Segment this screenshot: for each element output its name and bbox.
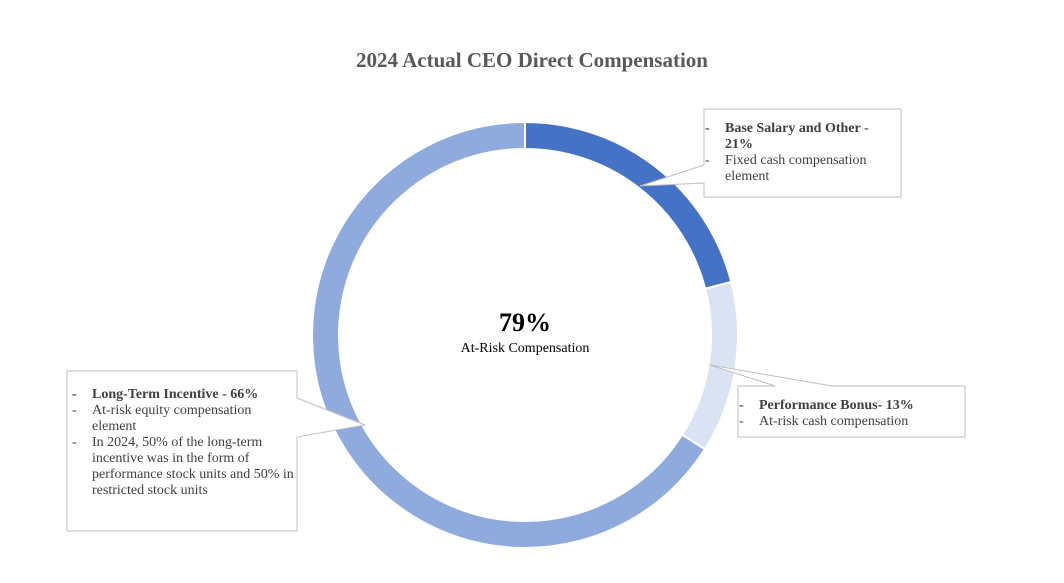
callout-performance-bonus-title: Performance Bonus- 13% bbox=[739, 398, 959, 414]
slice-performance-bonus bbox=[680, 280, 739, 451]
slice-long-term-incentive bbox=[311, 120, 707, 549]
chart-title: 2024 Actual CEO Direct Compensation bbox=[356, 48, 708, 72]
callout-base-salary-desc: Fixed cash compensation element bbox=[705, 153, 890, 185]
callout-base-salary-title: Base Salary and Other - 21% bbox=[705, 121, 890, 153]
center-value: 79% bbox=[499, 308, 551, 337]
callout-performance-bonus: Performance Bonus- 13% At-risk cash comp… bbox=[739, 398, 959, 430]
callout-performance-bonus-desc: At-risk cash compensation bbox=[739, 414, 959, 430]
callout-lti-title: Long-Term Incentive - 66% bbox=[72, 387, 294, 403]
center-label: At-Risk Compensation bbox=[460, 341, 590, 356]
callout-long-term-incentive: Long-Term Incentive - 66% At-risk equity… bbox=[72, 387, 294, 499]
callout-lti-desc: At-risk equity compensation element bbox=[72, 403, 294, 435]
slice-base-salary-and-other bbox=[524, 120, 733, 290]
callout-lti-note: In 2024, 50% of the long-term incentive … bbox=[72, 435, 294, 499]
callout-base-salary: Base Salary and Other - 21% Fixed cash c… bbox=[705, 121, 890, 185]
